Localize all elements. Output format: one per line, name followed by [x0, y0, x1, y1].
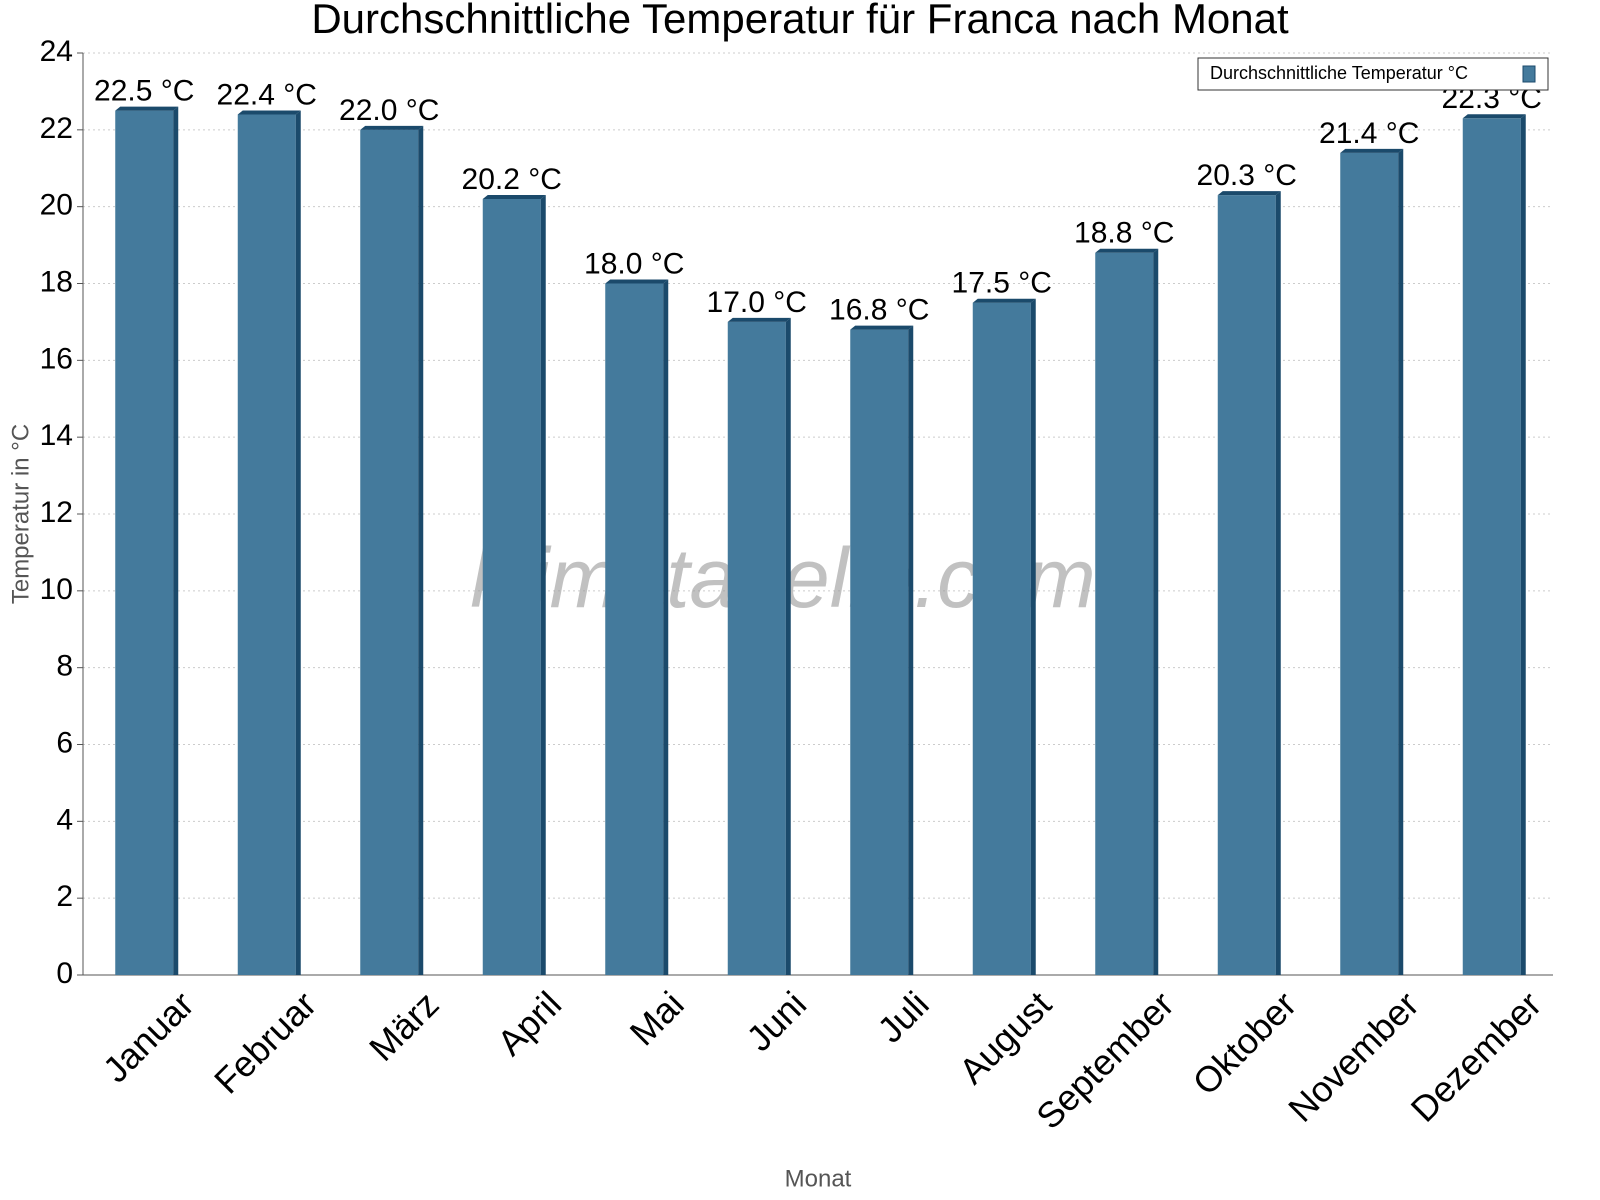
bar-top	[1095, 248, 1159, 253]
bar	[1340, 152, 1399, 976]
bar-side	[908, 325, 914, 976]
y-tick-label: 0	[56, 957, 73, 990]
bar-group	[482, 194, 546, 975]
x-tick-label: Juli	[869, 983, 936, 1050]
value-label: 22.5 °C	[94, 75, 194, 108]
y-axis-label: Temperatur in °C	[7, 424, 34, 604]
bar	[237, 114, 296, 975]
bar-group	[1340, 148, 1404, 976]
value-label: 17.0 °C	[707, 286, 807, 319]
value-label: 17.5 °C	[952, 267, 1052, 300]
bar-top	[115, 106, 179, 111]
legend-box	[1197, 57, 1549, 91]
bar-side	[1153, 248, 1159, 975]
bar	[727, 321, 786, 976]
value-label: 21.4 °C	[1319, 117, 1419, 150]
legend-label: Durchschnittliche Temperatur °C	[1210, 63, 1468, 83]
x-tick-label: März	[361, 983, 447, 1069]
bar-top	[1217, 191, 1281, 196]
y-tick-label: 4	[56, 803, 73, 836]
bar	[482, 198, 541, 975]
y-tick-label: 8	[56, 650, 73, 683]
x-tick-label: Mai	[622, 983, 692, 1053]
bar-side	[1520, 114, 1526, 975]
y-tick-label: 10	[40, 573, 73, 606]
bar	[1462, 118, 1521, 975]
bar-side	[1398, 148, 1404, 976]
bar-group	[360, 125, 424, 976]
bar-top	[972, 298, 1036, 303]
bar-group	[1095, 248, 1159, 975]
x-tick-label: August	[951, 983, 1059, 1091]
y-tick-label: 24	[40, 35, 73, 68]
bar-group	[1462, 114, 1526, 975]
value-label: 20.3 °C	[1197, 159, 1297, 192]
x-tick-label: April	[489, 983, 569, 1063]
x-tick-label: Dezember	[1403, 983, 1549, 1129]
bar-top	[1462, 114, 1526, 119]
bar-side	[295, 110, 301, 975]
bar-group	[115, 106, 179, 975]
bar-side	[540, 194, 546, 975]
bar-top	[727, 317, 791, 322]
y-tick-label: 18	[40, 265, 73, 298]
bar-group	[850, 325, 914, 976]
bar-top	[360, 125, 424, 130]
bar-side	[1275, 191, 1281, 975]
bar-side	[173, 106, 179, 975]
bar	[360, 129, 419, 976]
bar-group	[727, 317, 791, 976]
bar-top	[482, 194, 546, 199]
bar-group	[237, 110, 301, 975]
y-tick-label: 22	[40, 112, 73, 145]
bar-top	[237, 110, 301, 115]
value-label: 20.2 °C	[462, 163, 562, 196]
x-tick-label: Februar	[206, 983, 324, 1101]
bar-side	[785, 317, 791, 976]
y-tick-label: 2	[56, 880, 73, 913]
bar-top	[850, 325, 914, 330]
x-axis-label: Monat	[785, 1165, 852, 1192]
legend-swatch	[1522, 65, 1536, 83]
value-label: 22.0 °C	[339, 94, 439, 127]
value-label: 22.4 °C	[217, 78, 317, 111]
bar-side	[418, 125, 424, 976]
bar-top	[1340, 148, 1404, 153]
value-label: 18.8 °C	[1074, 217, 1174, 250]
bar-group	[972, 298, 1036, 975]
y-tick-label: 6	[56, 726, 73, 759]
bar	[972, 302, 1031, 975]
x-tick-label: November	[1280, 983, 1426, 1129]
y-tick-label: 20	[40, 189, 73, 222]
bar	[605, 283, 664, 975]
x-tick-label: Januar	[95, 983, 202, 1090]
x-tick-label: Oktober	[1185, 983, 1305, 1103]
bar-group	[1217, 191, 1281, 975]
bar	[850, 329, 909, 976]
bar	[1217, 195, 1276, 975]
value-label: 18.0 °C	[584, 247, 684, 280]
x-tick-label: Juni	[738, 983, 814, 1059]
chart-title: Durchschnittliche Temperatur für Franca …	[311, 0, 1289, 42]
bar	[115, 110, 174, 975]
bar-group	[605, 279, 669, 975]
y-tick-label: 14	[40, 419, 73, 452]
value-label: 16.8 °C	[829, 294, 929, 327]
bar-side	[663, 279, 669, 975]
bar-side	[1030, 298, 1036, 975]
bar-top	[605, 279, 669, 284]
bar	[1095, 252, 1154, 975]
y-tick-label: 16	[40, 342, 73, 375]
y-tick-label: 12	[40, 496, 73, 529]
